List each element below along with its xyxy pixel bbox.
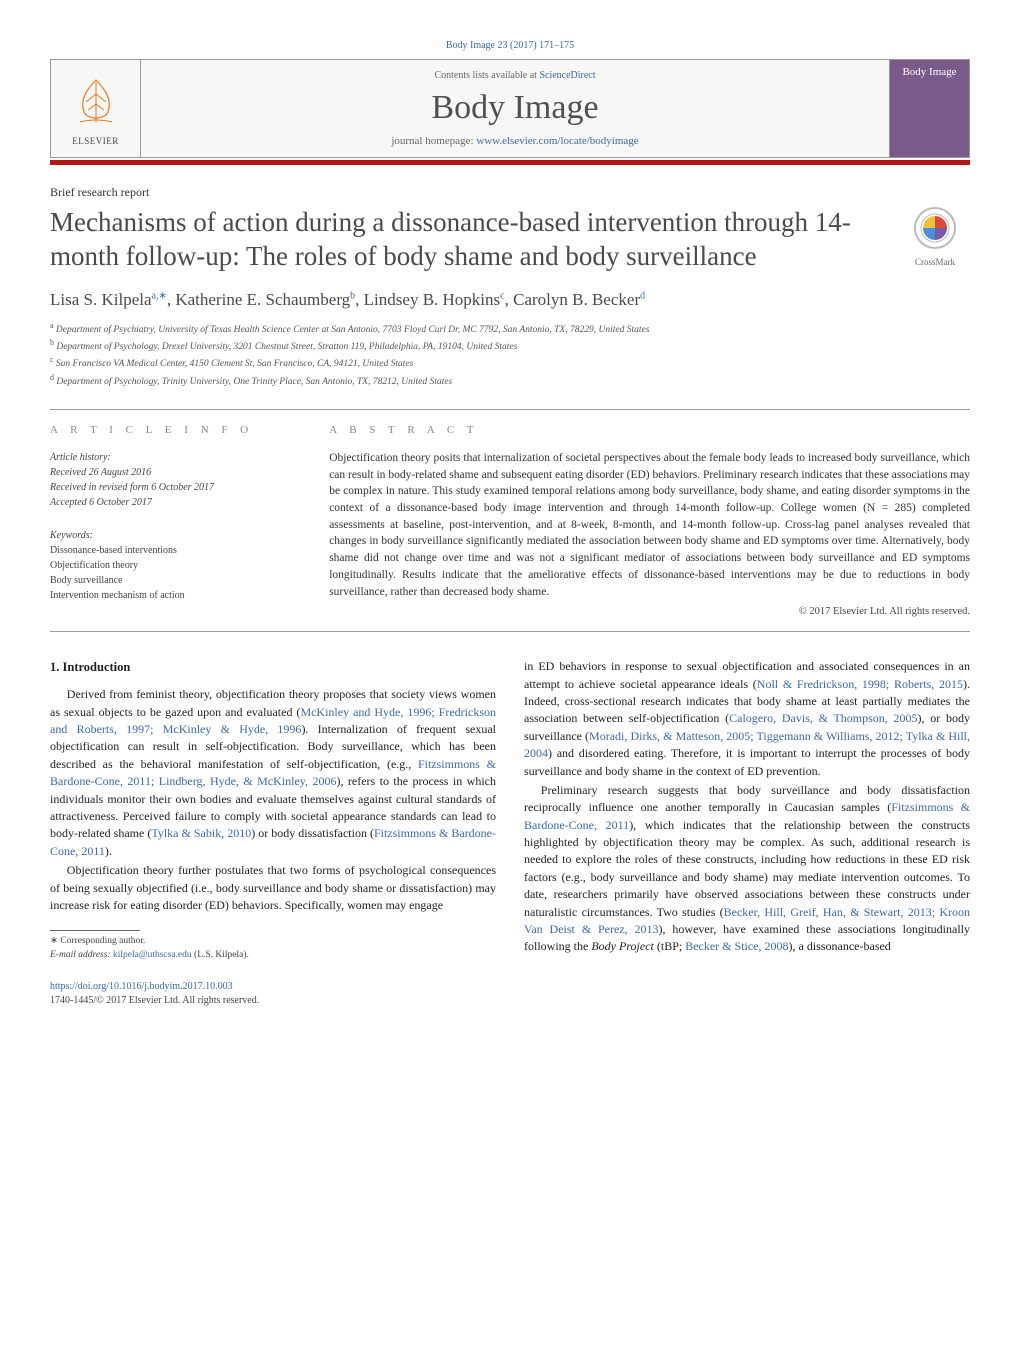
crossmark-badge[interactable]: CrossMark [900, 206, 970, 267]
abstract-copyright: © 2017 Elsevier Ltd. All rights reserved… [329, 606, 970, 617]
article-type: Brief research report [50, 185, 970, 200]
sciencedirect-link[interactable]: ScienceDirect [539, 70, 595, 81]
body-para: Objectification theory further postulate… [50, 862, 496, 914]
email-link[interactable]: kilpela@uthscsa.edu [113, 950, 192, 960]
journal-cover: Body Image [889, 60, 969, 157]
article-history: Article history: Received 26 August 2016… [50, 450, 299, 510]
abstract-label: a b s t r a c t [329, 424, 970, 436]
keywords: Keywords: Dissonance-based interventions… [50, 528, 299, 603]
section-heading: 1. Introduction [50, 658, 496, 676]
top-citation: Body Image 23 (2017) 171–175 [50, 40, 970, 51]
citation-link[interactable]: Noll & Fredrickson, 1998; Roberts, 2015 [757, 677, 963, 691]
divider [50, 409, 970, 410]
homepage-line: journal homepage: www.elsevier.com/locat… [391, 135, 638, 147]
body-para: in ED behaviors in response to sexual ob… [524, 658, 970, 780]
citation-link[interactable]: Becker & Stice, 2008 [685, 939, 788, 953]
footnote-divider [50, 930, 140, 931]
divider [50, 631, 970, 632]
red-bar [50, 160, 970, 165]
page-footer: https://doi.org/10.1016/j.bodyim.2017.10… [50, 980, 970, 1008]
body-para: Preliminary research suggests that body … [524, 782, 970, 956]
contents-line: Contents lists available at ScienceDirec… [434, 70, 595, 81]
crossmark-label: CrossMark [900, 257, 970, 267]
journal-header: ELSEVIER Contents lists available at Sci… [50, 59, 970, 158]
doi-link[interactable]: https://doi.org/10.1016/j.bodyim.2017.10… [50, 981, 233, 992]
affiliations: a Department of Psychiatry, University o… [50, 320, 970, 390]
body-para: Derived from feminist theory, objectific… [50, 686, 496, 860]
abstract-text: Objectification theory posits that inter… [329, 450, 970, 600]
elsevier-logo: ELSEVIER [51, 60, 141, 157]
elsevier-tree-icon [66, 72, 126, 132]
crossmark-icon [913, 206, 957, 250]
elsevier-label: ELSEVIER [72, 136, 119, 146]
citation-link[interactable]: Tylka & Sabik, 2010 [151, 826, 251, 840]
authors: Lisa S. Kilpelaa,∗, Katherine E. Schaumb… [50, 290, 970, 310]
article-info-label: a r t i c l e i n f o [50, 424, 299, 436]
article-title: Mechanisms of action during a dissonance… [50, 206, 880, 274]
homepage-link[interactable]: www.elsevier.com/locate/bodyimage [476, 135, 638, 147]
journal-cover-title: Body Image [902, 66, 956, 78]
journal-name: Body Image [431, 89, 598, 127]
citation-link[interactable]: Calogero, Davis, & Thompson, 2005 [729, 711, 917, 725]
corresponding-footnote: ∗ Corresponding author. E-mail address: … [50, 935, 496, 962]
article-body: 1. Introduction Derived from feminist th… [50, 658, 970, 962]
